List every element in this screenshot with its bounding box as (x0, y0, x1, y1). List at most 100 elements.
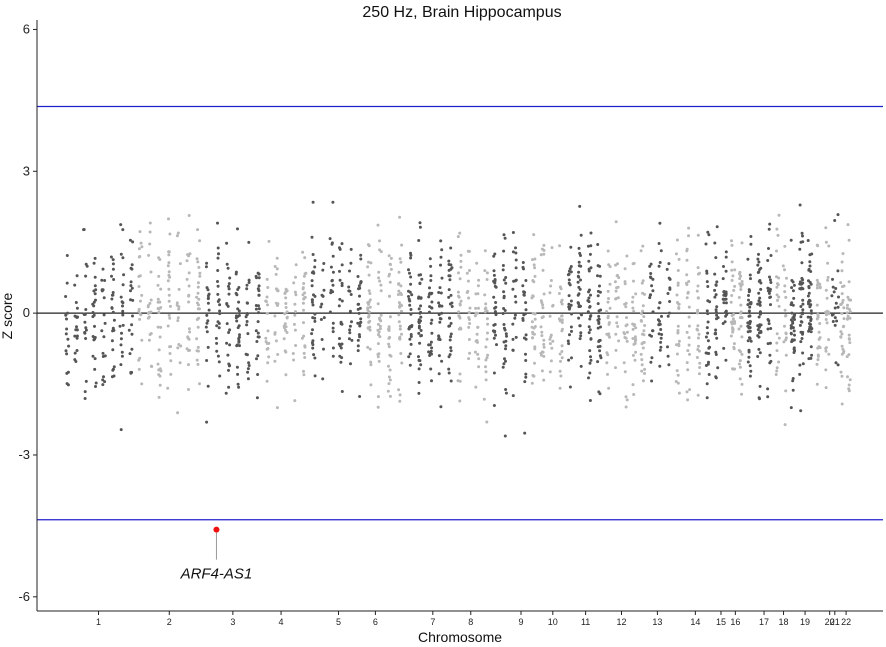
data-point (848, 316, 852, 320)
data-point (809, 309, 813, 313)
data-point (643, 372, 646, 375)
data-point (747, 294, 750, 297)
data-point (777, 304, 781, 308)
data-point (66, 311, 70, 315)
data-point (227, 282, 231, 286)
data-point (273, 331, 277, 335)
data-point (227, 287, 231, 291)
data-point (658, 301, 662, 305)
data-point (302, 308, 305, 312)
data-point (558, 386, 562, 390)
data-point (651, 277, 655, 281)
data-point (696, 393, 700, 397)
data-point (122, 273, 126, 277)
data-point (156, 297, 160, 301)
data-point (121, 323, 125, 327)
data-point (187, 388, 190, 391)
data-point (746, 303, 750, 307)
data-point (112, 374, 116, 378)
data-point (714, 353, 718, 356)
data-point (667, 262, 671, 266)
data-point (783, 290, 787, 294)
data-point (840, 269, 844, 273)
data-point (430, 318, 434, 322)
data-point (196, 345, 200, 349)
data-point (790, 311, 794, 315)
data-point (476, 284, 480, 288)
data-point (83, 397, 87, 400)
data-point (322, 288, 326, 292)
data-point (449, 246, 453, 250)
data-point (791, 377, 795, 380)
data-point (408, 325, 411, 329)
data-point (533, 266, 537, 270)
data-point (348, 328, 352, 332)
data-point (140, 293, 144, 297)
data-point (409, 308, 413, 311)
highlight-point[interactable] (213, 526, 220, 533)
data-point (389, 263, 392, 266)
data-point (687, 234, 690, 238)
data-point (550, 346, 554, 350)
data-point (400, 332, 403, 336)
data-point (369, 363, 373, 367)
data-point (429, 274, 433, 278)
data-point (149, 332, 153, 335)
data-point (531, 258, 534, 262)
data-point (847, 383, 851, 387)
data-point (429, 340, 433, 344)
data-point (833, 323, 837, 327)
data-point (65, 281, 69, 285)
data-point (615, 315, 619, 319)
data-point (367, 320, 371, 324)
data-point (789, 318, 793, 322)
data-point (625, 330, 629, 334)
data-point (775, 293, 779, 297)
data-point (588, 288, 591, 292)
data-point (358, 286, 362, 290)
data-point (706, 299, 710, 303)
data-point (668, 287, 672, 291)
data-point (64, 332, 68, 336)
data-point (379, 283, 383, 287)
data-point (557, 292, 561, 295)
data-point (387, 364, 390, 368)
data-point (807, 286, 811, 290)
data-point (769, 327, 773, 330)
data-point (587, 376, 590, 380)
data-point (407, 355, 411, 359)
data-point (216, 280, 219, 283)
highlight-gene-label: ARF4-AS1 (180, 566, 253, 583)
data-point (439, 263, 442, 267)
data-point (577, 270, 581, 274)
data-point (428, 305, 432, 309)
data-point (313, 259, 317, 262)
data-point (749, 339, 753, 343)
data-point (724, 294, 727, 298)
data-point (130, 263, 134, 267)
data-point (331, 330, 335, 334)
data-point (524, 308, 528, 312)
data-point (685, 361, 689, 365)
data-point (376, 395, 380, 399)
data-point (437, 372, 441, 376)
data-point (102, 335, 106, 339)
data-point (83, 331, 87, 334)
data-point (740, 382, 744, 386)
data-point (398, 327, 402, 331)
data-point (167, 217, 170, 221)
data-point (246, 370, 250, 374)
data-point (783, 244, 787, 248)
data-point (417, 355, 420, 359)
data-point (340, 242, 344, 246)
data-point (198, 239, 202, 243)
data-point (119, 252, 123, 256)
data-point (676, 269, 680, 272)
data-point (832, 290, 836, 294)
data-point (634, 326, 638, 330)
data-point (606, 249, 610, 253)
data-point (187, 284, 191, 288)
data-point (641, 244, 645, 248)
data-point (522, 267, 525, 271)
data-point (388, 394, 392, 398)
